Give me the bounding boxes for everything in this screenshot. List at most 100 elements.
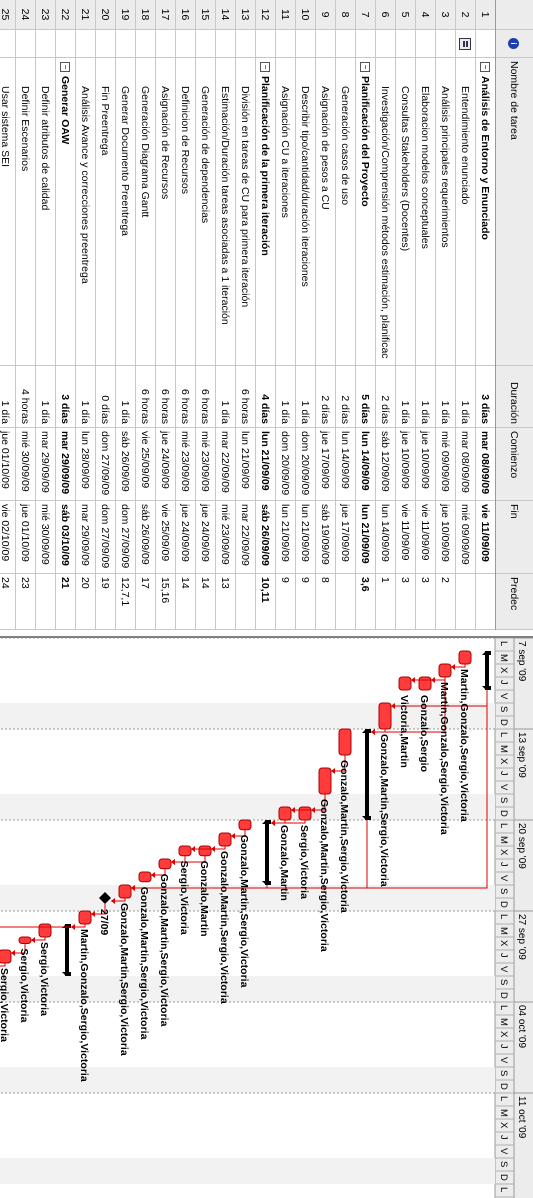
task-start[interactable]: mié 23/09/09 (176, 428, 195, 501)
task-name-cell[interactable]: Asignación de pesos a CU (316, 58, 335, 366)
task-end[interactable]: lun 21/09/09 (296, 501, 315, 574)
task-bar[interactable] (298, 806, 312, 821)
task-row[interactable]: 23 Definir atributos de calidad 1 día mar 2… (35, 0, 55, 630)
task-start[interactable]: dom 27/09/09 (96, 428, 115, 501)
task-duration[interactable]: 0 días (96, 366, 115, 428)
task-bar[interactable] (218, 832, 232, 847)
task-end[interactable]: vie 25/09/09 (156, 501, 175, 574)
task-bar[interactable] (418, 676, 432, 691)
task-start[interactable]: dom 20/09/09 (276, 428, 295, 501)
task-predecessors[interactable] (236, 574, 255, 630)
task-duration[interactable]: 1 día (0, 366, 15, 428)
task-duration[interactable]: 6 horas (236, 366, 255, 428)
task-predecessors[interactable]: 14 (196, 574, 215, 630)
task-bar[interactable] (118, 884, 132, 899)
task-predecessors[interactable]: 14 (176, 574, 195, 630)
task-start[interactable]: mié 30/09/09 (16, 428, 35, 501)
task-bar[interactable] (38, 923, 52, 938)
task-name-cell[interactable]: Consultas Stakeholders (Docentes) (396, 58, 415, 366)
task-start[interactable]: jue 01/10/09 (0, 428, 15, 501)
task-row[interactable]: 15 Generación de dependencias 6 horas mié 2… (195, 0, 215, 630)
task-predecessors[interactable]: 9 (276, 574, 295, 630)
collapse-minus-icon[interactable]: − (259, 62, 270, 72)
task-row[interactable]: 4 Elaboracion modelos conceptuales 1 día ju… (415, 0, 435, 630)
task-end[interactable]: lun 21/09/09 (276, 501, 295, 574)
task-predecessors[interactable]: 2 (436, 574, 455, 630)
task-start[interactable]: jue 10/09/09 (416, 428, 435, 501)
summary-bar[interactable] (62, 924, 71, 976)
task-duration[interactable]: 6 horas (176, 366, 195, 428)
task-row[interactable]: 25 Usar sistema SEI 1 día jue 01/10/09 vie 0… (0, 0, 15, 630)
task-end[interactable]: sáb 19/09/09 (316, 501, 335, 574)
task-end[interactable]: mié 09/09/09 (456, 501, 475, 574)
task-start[interactable]: lun 14/09/09 (356, 428, 375, 501)
task-duration[interactable]: 1 día (76, 366, 95, 428)
task-row[interactable]: 6 Investigación/Comprensión métodos estim… (375, 0, 395, 630)
task-duration[interactable]: 2 días (376, 366, 395, 428)
task-start[interactable]: lun 28/09/09 (76, 428, 95, 501)
task-predecessors[interactable]: 8 (316, 574, 335, 630)
task-duration[interactable]: 1 día (36, 366, 55, 428)
task-predecessors[interactable]: 23 (16, 574, 35, 630)
milestone-diamond[interactable] (99, 892, 111, 904)
task-end[interactable]: jue 24/09/09 (176, 501, 195, 574)
task-predecessors[interactable] (36, 574, 55, 630)
task-duration[interactable]: 1 día (436, 366, 455, 428)
task-duration[interactable]: 2 días (336, 366, 355, 428)
task-start[interactable]: mié 23/09/09 (196, 428, 215, 501)
task-end[interactable]: mié 23/09/09 (216, 501, 235, 574)
task-name-cell[interactable]: División en tareas de CU para primera it… (236, 58, 255, 366)
task-name-cell[interactable]: Asignación de Recursos (156, 58, 175, 366)
task-start[interactable]: lun 21/09/09 (236, 428, 255, 501)
task-name-cell[interactable]: Análisis Avance y correcciones preentreg… (76, 58, 95, 366)
task-predecessors[interactable]: 3 (416, 574, 435, 630)
task-duration[interactable]: 6 horas (196, 366, 215, 428)
task-end[interactable]: vie 11/09/09 (476, 501, 495, 574)
task-row[interactable]: 3 Análisis principales requerimientos 1 dí… (435, 0, 455, 630)
task-bar[interactable] (378, 702, 392, 730)
task-predecessors[interactable]: 20 (76, 574, 95, 630)
task-bar[interactable] (158, 858, 172, 870)
task-name-cell[interactable]: Elaboracion modelos conceptuales (416, 58, 435, 366)
task-end[interactable]: jue 24/09/09 (196, 501, 215, 574)
task-row[interactable]: 19 Generar Documento Preentrega 1 día sáb 2… (115, 0, 135, 630)
task-duration[interactable]: 1 día (116, 366, 135, 428)
task-duration[interactable]: 4 horas (16, 366, 35, 428)
collapse-minus-icon[interactable]: − (359, 62, 370, 72)
task-end[interactable]: sáb 26/09/09 (136, 501, 155, 574)
task-name-cell[interactable]: − Generar OAW (56, 58, 75, 366)
task-name-cell[interactable]: Definir Escenarios (16, 58, 35, 366)
task-row[interactable]: 11 Asignación CU a iteraciones 1 día dom 20… (275, 0, 295, 630)
task-row[interactable]: 20 Fin Preentrega 0 días dom 27/09/09 dom 27… (95, 0, 115, 630)
task-bar[interactable] (398, 676, 412, 691)
task-row[interactable]: 9 Asignación de pesos a CU 2 días jue 17/09… (315, 0, 335, 630)
task-end[interactable]: sáb 26/09/09 (256, 501, 275, 574)
task-row[interactable]: 21 Análisis Avance y correcciones preentr… (75, 0, 95, 630)
task-end[interactable]: sáb 03/10/09 (56, 501, 75, 574)
task-name-cell[interactable]: Generación de dependencias (196, 58, 215, 366)
task-name-cell[interactable]: Usar sistema SEI (0, 58, 15, 366)
task-end[interactable]: lun 21/09/09 (356, 501, 375, 574)
task-bar[interactable] (438, 663, 452, 678)
collapse-minus-icon[interactable]: − (59, 62, 70, 72)
task-duration[interactable]: 1 día (216, 366, 235, 428)
task-name-cell[interactable]: Generación casos de uso (336, 58, 355, 366)
task-row[interactable]: 2 Entendimiento enunciado 1 día mar 08/09/0… (455, 0, 475, 630)
task-end[interactable]: mié 30/09/09 (36, 501, 55, 574)
task-duration[interactable]: 1 día (276, 366, 295, 428)
task-row[interactable]: 10 Describir tipo/cantidad/duración itera… (295, 0, 315, 630)
task-end[interactable]: mar 22/09/09 (236, 501, 255, 574)
col-header-duration[interactable]: Duración (496, 366, 533, 428)
task-row[interactable]: 22 − Generar OAW 3 días mar 29/09/09 sáb 03/1… (55, 0, 75, 630)
task-end[interactable]: dom 27/09/09 (116, 501, 135, 574)
task-duration[interactable]: 5 días (356, 366, 375, 428)
col-header-predecessors[interactable]: Predec (496, 574, 533, 630)
collapse-minus-icon[interactable]: − (479, 62, 490, 72)
task-bar[interactable] (178, 845, 192, 857)
task-predecessors[interactable]: 13 (216, 574, 235, 630)
task-predecessors[interactable]: 3 (396, 574, 415, 630)
col-header-end[interactable]: Fin (496, 501, 533, 574)
task-name-cell[interactable]: Análisis principales requerimientos (436, 58, 455, 366)
task-start[interactable]: mar 29/09/09 (56, 428, 75, 501)
task-row[interactable]: 16 Definicion de Recursos 6 horas mié 23/09… (175, 0, 195, 630)
